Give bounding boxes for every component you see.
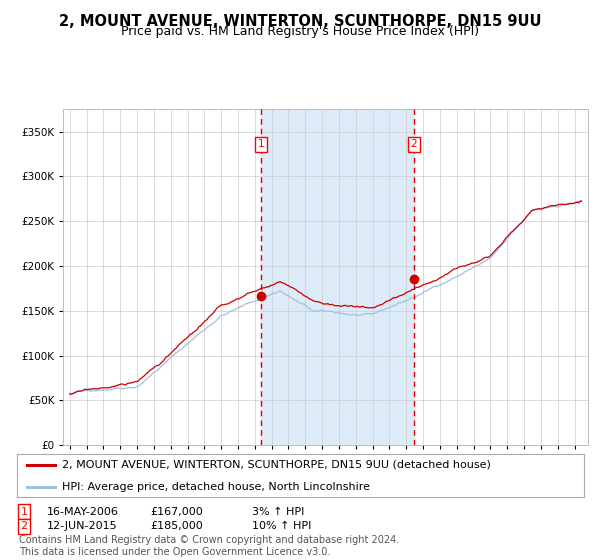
- Text: Contains HM Land Registry data © Crown copyright and database right 2024.
This d: Contains HM Land Registry data © Crown c…: [19, 535, 400, 557]
- Text: 16-MAY-2006: 16-MAY-2006: [47, 507, 119, 517]
- Text: 2: 2: [20, 521, 28, 531]
- Text: £185,000: £185,000: [150, 521, 203, 531]
- Text: 1: 1: [20, 507, 28, 517]
- Text: 1: 1: [258, 139, 265, 149]
- Text: £167,000: £167,000: [150, 507, 203, 517]
- Bar: [261, 109, 414, 445]
- Text: 2, MOUNT AVENUE, WINTERTON, SCUNTHORPE, DN15 9UU: 2, MOUNT AVENUE, WINTERTON, SCUNTHORPE, …: [59, 14, 541, 29]
- Text: 10% ↑ HPI: 10% ↑ HPI: [252, 521, 311, 531]
- Text: 12-JUN-2015: 12-JUN-2015: [47, 521, 118, 531]
- Text: 3% ↑ HPI: 3% ↑ HPI: [252, 507, 304, 517]
- Text: 2: 2: [410, 139, 417, 149]
- Text: 2, MOUNT AVENUE, WINTERTON, SCUNTHORPE, DN15 9UU (detached house): 2, MOUNT AVENUE, WINTERTON, SCUNTHORPE, …: [62, 460, 491, 470]
- Text: Price paid vs. HM Land Registry's House Price Index (HPI): Price paid vs. HM Land Registry's House …: [121, 25, 479, 38]
- Text: HPI: Average price, detached house, North Lincolnshire: HPI: Average price, detached house, Nort…: [62, 482, 370, 492]
